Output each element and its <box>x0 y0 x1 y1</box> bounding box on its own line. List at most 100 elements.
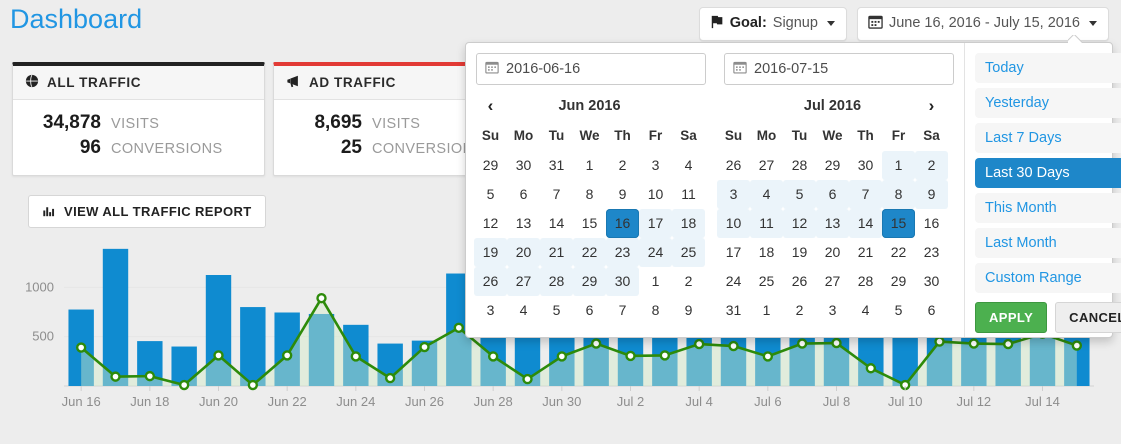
range-option-this-month[interactable]: This Month <box>975 193 1121 223</box>
calendar-day[interactable]: 16 <box>923 215 940 231</box>
calendar-day[interactable]: 1 <box>762 302 771 318</box>
range-option-yesterday[interactable]: Yesterday <box>975 88 1121 118</box>
calendar-day[interactable]: 30 <box>515 157 532 173</box>
calendar-day[interactable]: 9 <box>618 186 627 202</box>
calendar-day[interactable]: 28 <box>857 273 874 289</box>
calendar-day[interactable]: 29 <box>824 157 841 173</box>
calendar-day[interactable]: 6 <box>519 186 528 202</box>
calendar-day[interactable]: 20 <box>824 244 841 260</box>
calendar-day-selected[interactable]: 15 <box>882 208 915 238</box>
calendar-day[interactable]: 2 <box>795 302 804 318</box>
calendar-day[interactable]: 4 <box>861 302 870 318</box>
calendar-day[interactable]: 12 <box>482 215 499 231</box>
calendar-day[interactable]: 23 <box>923 244 940 260</box>
range-option-custom-range[interactable]: Custom Range <box>975 263 1121 293</box>
calendar-day[interactable]: 22 <box>573 237 606 267</box>
range-option-today[interactable]: Today <box>975 53 1121 83</box>
calendar-day[interactable]: 5 <box>894 302 903 318</box>
calendar-day[interactable]: 21 <box>540 237 573 267</box>
calendar-day[interactable]: 26 <box>474 266 507 296</box>
calendar-day[interactable]: 19 <box>791 244 808 260</box>
calendar-day[interactable]: 2 <box>915 150 948 180</box>
calendar-day[interactable]: 24 <box>725 273 742 289</box>
calendar-day[interactable]: 5 <box>486 186 495 202</box>
calendar-day[interactable]: 8 <box>585 186 594 202</box>
calendar-day[interactable]: 29 <box>482 157 499 173</box>
calendar-day[interactable]: 8 <box>882 179 915 209</box>
calendar-day[interactable]: 27 <box>824 273 841 289</box>
calendar-day[interactable]: 12 <box>783 208 816 238</box>
calendar-day[interactable]: 23 <box>606 237 639 267</box>
calendar-day[interactable]: 22 <box>890 244 907 260</box>
range-option-last-7-days[interactable]: Last 7 Days <box>975 123 1121 153</box>
calendar-day[interactable]: 13 <box>816 208 849 238</box>
view-all-traffic-report-button[interactable]: VIEW ALL TRAFFIC REPORT <box>28 195 266 228</box>
cancel-button[interactable]: CANCEL <box>1055 302 1121 333</box>
start-date-input[interactable]: 2016-06-16 <box>476 53 706 85</box>
calendar-day[interactable]: 29 <box>890 273 907 289</box>
calendar-day[interactable]: 10 <box>717 208 750 238</box>
calendar-day[interactable]: 3 <box>828 302 837 318</box>
calendar-day[interactable]: 2 <box>684 273 693 289</box>
calendar-day[interactable]: 17 <box>639 208 672 238</box>
calendar-day[interactable]: 28 <box>791 157 808 173</box>
calendar-day[interactable]: 7 <box>618 302 627 318</box>
range-option-last-30-days[interactable]: Last 30 Days <box>975 158 1121 188</box>
calendar-day[interactable]: 8 <box>651 302 660 318</box>
calendar-day[interactable]: 27 <box>758 157 775 173</box>
calendar-day[interactable]: 21 <box>857 244 874 260</box>
calendar-day[interactable]: 27 <box>507 266 540 296</box>
calendar-day[interactable]: 26 <box>791 273 808 289</box>
calendar-day[interactable]: 14 <box>548 215 565 231</box>
calendar-day[interactable]: 9 <box>684 302 693 318</box>
calendar-day[interactable]: 4 <box>519 302 528 318</box>
calendar-day[interactable]: 9 <box>915 179 948 209</box>
end-date-input[interactable]: 2016-07-15 <box>724 53 954 85</box>
calendar-day[interactable]: 10 <box>647 186 664 202</box>
calendar-day[interactable]: 25 <box>758 273 775 289</box>
calendar-day[interactable]: 24 <box>639 237 672 267</box>
calendar-day[interactable]: 6 <box>927 302 936 318</box>
goal-dropdown-button[interactable]: Goal: Signup <box>698 7 847 41</box>
calendar-day[interactable]: 1 <box>651 273 660 289</box>
calendar-day[interactable]: 3 <box>717 179 750 209</box>
calendar-day[interactable]: 30 <box>606 266 639 296</box>
calendar-day[interactable]: 17 <box>725 244 742 260</box>
calendar-day[interactable]: 7 <box>552 186 561 202</box>
calendar-day[interactable]: 3 <box>651 157 660 173</box>
range-option-last-month[interactable]: Last Month <box>975 228 1121 258</box>
calendar-day[interactable]: 30 <box>857 157 874 173</box>
calendar-day[interactable]: 14 <box>849 208 882 238</box>
calendar-day[interactable]: 20 <box>507 237 540 267</box>
calendar-day[interactable]: 1 <box>585 157 594 173</box>
calendar-day[interactable]: 11 <box>681 186 696 202</box>
next-month-button[interactable]: › <box>928 95 935 115</box>
calendar-day[interactable]: 18 <box>672 208 705 238</box>
calendar-day[interactable]: 6 <box>816 179 849 209</box>
date-range-button[interactable]: June 16, 2016 - July 15, 2016 <box>856 7 1109 41</box>
prev-month-button[interactable]: ‹ <box>487 95 494 115</box>
calendar-day[interactable]: 25 <box>672 237 705 267</box>
calendar-day[interactable]: 2 <box>618 157 627 173</box>
calendar-day[interactable]: 1 <box>882 150 915 180</box>
calendar-day[interactable]: 18 <box>758 244 775 260</box>
calendar-day[interactable]: 3 <box>486 302 495 318</box>
calendar-day[interactable]: 5 <box>552 302 561 318</box>
calendar-day[interactable]: 4 <box>684 157 693 173</box>
calendar-day[interactable]: 4 <box>750 179 783 209</box>
calendar-day[interactable]: 5 <box>783 179 816 209</box>
apply-button[interactable]: APPLY <box>975 302 1048 333</box>
calendar-day[interactable]: 7 <box>849 179 882 209</box>
calendar-day[interactable]: 15 <box>581 215 598 231</box>
calendar-day[interactable]: 13 <box>515 215 532 231</box>
calendar-day[interactable]: 31 <box>548 157 565 173</box>
calendar-day[interactable]: 30 <box>923 273 940 289</box>
calendar-day[interactable]: 28 <box>540 266 573 296</box>
calendar-day[interactable]: 29 <box>573 266 606 296</box>
calendar-day[interactable]: 11 <box>750 208 783 238</box>
calendar-day[interactable]: 19 <box>474 237 507 267</box>
calendar-day-selected[interactable]: 16 <box>606 208 639 238</box>
calendar-day[interactable]: 31 <box>725 302 742 318</box>
calendar-day[interactable]: 6 <box>585 302 594 318</box>
calendar-day[interactable]: 26 <box>725 157 742 173</box>
